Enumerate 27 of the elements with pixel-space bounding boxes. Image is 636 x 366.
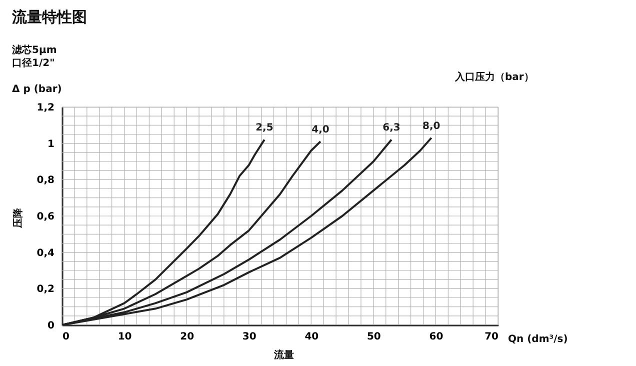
y-tick-label: 0,4 <box>36 248 55 259</box>
x-tick-label: 70 <box>484 332 499 342</box>
y-axis-title: Δ p (bar) <box>12 84 62 95</box>
text: 流量 <box>273 349 294 361</box>
series-label: 4,0 <box>312 124 330 136</box>
x-tick-label: 10 <box>118 332 132 342</box>
text: 压降 <box>12 207 24 229</box>
x-tick-label: 40 <box>304 332 319 342</box>
x-tick-label: 30 <box>242 332 256 342</box>
series-label: 2,5 <box>256 122 274 134</box>
x-axis-title: Qn (dm³/s) <box>508 334 568 345</box>
y-tick-label: 0,6 <box>36 212 55 222</box>
y-tick-label: 0,2 <box>36 284 55 296</box>
series-label: 6,3 <box>382 122 400 134</box>
series-label: 8,0 <box>422 120 440 132</box>
y-tick-label: 1,2 <box>36 102 55 114</box>
x-tick-label: 0 <box>62 332 70 342</box>
y-tick-label: 0 <box>48 320 55 332</box>
x-tick-label: 60 <box>429 332 444 342</box>
x-tick-label: 20 <box>180 332 194 342</box>
y-tick-label: 0,8 <box>36 175 55 186</box>
chart-subtitle: 滤芯5μm <box>11 44 57 56</box>
chart-title: 流量特性图 <box>11 8 87 26</box>
legend-title: 入口压力（bar） <box>454 71 534 83</box>
text: 口径1/2" <box>12 57 55 69</box>
y-tick-label: 1 <box>48 138 55 150</box>
x-tick-label: 50 <box>366 332 381 342</box>
